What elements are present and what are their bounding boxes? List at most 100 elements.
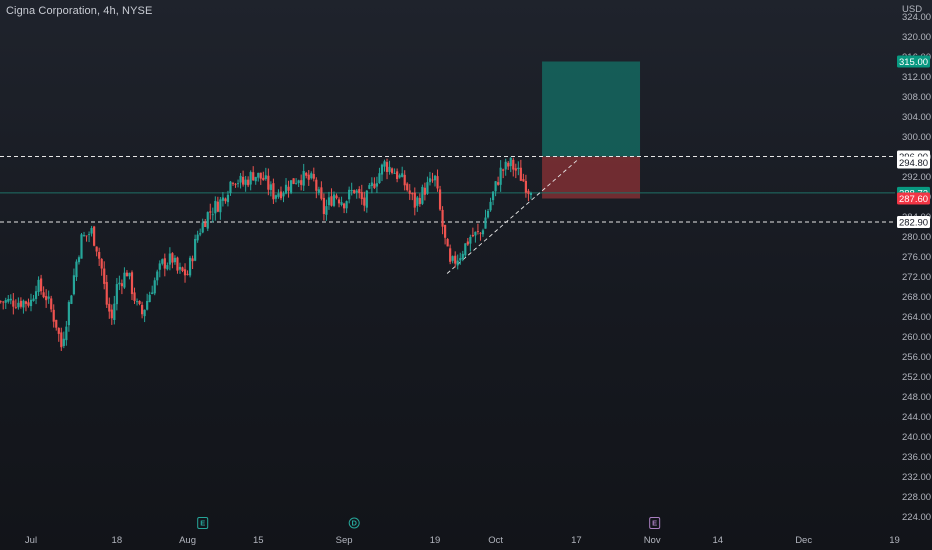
time-axis-label: Jul bbox=[25, 535, 37, 546]
time-axis-label: 19 bbox=[430, 535, 441, 546]
price-tick-label: 248.00 bbox=[902, 392, 931, 403]
loss-zone[interactable] bbox=[542, 156, 641, 199]
candle-body bbox=[17, 302, 20, 308]
time-axis-label: Dec bbox=[795, 535, 812, 546]
trendline[interactable] bbox=[446, 160, 578, 274]
candle-body bbox=[360, 192, 363, 200]
candle-body bbox=[72, 275, 76, 295]
candle-body bbox=[231, 183, 235, 184]
profit-zone[interactable] bbox=[542, 61, 641, 157]
candle-body bbox=[454, 255, 457, 264]
candle-body bbox=[413, 192, 416, 208]
candle-body bbox=[19, 300, 22, 307]
candle-body bbox=[100, 259, 103, 269]
candle-body bbox=[70, 295, 73, 304]
candle-body bbox=[103, 268, 106, 284]
candle-body bbox=[269, 184, 272, 191]
candle-body bbox=[373, 183, 376, 188]
earnings-event-icon[interactable]: E bbox=[197, 517, 209, 529]
price-tag: 294.80 bbox=[897, 156, 930, 169]
candle-body bbox=[22, 300, 25, 308]
candle-body bbox=[244, 179, 247, 185]
candle-body bbox=[108, 303, 111, 312]
candle-body bbox=[272, 183, 275, 200]
price-tick-label: 300.00 bbox=[902, 132, 931, 143]
candle-body bbox=[305, 172, 308, 176]
candle-body bbox=[489, 201, 492, 211]
price-tick-label: 252.00 bbox=[902, 372, 931, 383]
price-tag: 282.90 bbox=[897, 216, 930, 228]
event-marker-letter: D bbox=[351, 519, 357, 528]
candle-body bbox=[375, 183, 379, 187]
candle-body bbox=[151, 292, 154, 294]
candle-body bbox=[428, 178, 432, 183]
candle-body bbox=[12, 300, 15, 307]
candle-body bbox=[82, 235, 86, 237]
candle-body bbox=[14, 306, 17, 308]
candle-body bbox=[486, 210, 490, 218]
candle-body bbox=[449, 248, 452, 262]
candle-body bbox=[337, 199, 341, 204]
candle-body bbox=[385, 162, 389, 172]
candle-body bbox=[474, 231, 477, 236]
price-axis[interactable]: USD324.00320.00316.00312.00308.00304.003… bbox=[902, 4, 931, 523]
candle-body bbox=[186, 273, 189, 275]
candle-body bbox=[29, 299, 33, 307]
price-tick-label: 320.00 bbox=[902, 32, 931, 43]
candle-body bbox=[421, 186, 424, 204]
candle-body bbox=[300, 180, 303, 185]
candle-body bbox=[438, 189, 442, 210]
price-tag-label: 282.90 bbox=[899, 217, 928, 228]
price-tick-label: 264.00 bbox=[902, 312, 931, 323]
candle-body bbox=[509, 157, 512, 167]
candle-body bbox=[388, 166, 391, 172]
candle-body bbox=[368, 185, 371, 189]
price-tick-label: 260.00 bbox=[902, 332, 931, 343]
candle-body bbox=[226, 194, 230, 203]
candle-body bbox=[249, 172, 252, 185]
candle-body bbox=[24, 301, 28, 304]
candle-body bbox=[403, 174, 406, 186]
candle-body bbox=[55, 319, 58, 328]
time-axis[interactable]: Jul 18 Aug 15 Sep 19 Oct 17 Nov 14 Dec 19 bbox=[25, 535, 900, 546]
candle-body bbox=[431, 179, 434, 181]
candle-body bbox=[224, 198, 227, 202]
candle-body bbox=[446, 239, 449, 247]
candle-body bbox=[252, 172, 255, 181]
candle-body bbox=[529, 192, 533, 195]
candle-body bbox=[32, 298, 35, 301]
earnings-event-icon[interactable]: E bbox=[649, 517, 661, 529]
candle-body bbox=[517, 167, 520, 170]
candle-body bbox=[307, 174, 310, 180]
candle-body bbox=[350, 190, 353, 192]
candle-body bbox=[527, 190, 530, 194]
candle-body bbox=[4, 300, 7, 303]
candle-body bbox=[9, 298, 12, 301]
candle-body bbox=[289, 180, 293, 193]
candle-body bbox=[519, 167, 522, 181]
candle-body bbox=[188, 257, 192, 276]
candle-body bbox=[204, 222, 207, 227]
candle-body bbox=[80, 234, 83, 259]
dividend-event-icon[interactable]: D bbox=[348, 517, 360, 529]
candle-body bbox=[512, 159, 515, 170]
candle-body bbox=[267, 175, 270, 190]
candle-body bbox=[484, 217, 487, 229]
price-tick-label: 224.00 bbox=[902, 512, 931, 523]
price-tick-label: 256.00 bbox=[902, 352, 931, 363]
price-tick-label: 244.00 bbox=[902, 412, 931, 423]
candle-body bbox=[436, 176, 439, 189]
candle-body bbox=[451, 256, 454, 261]
candle-body bbox=[138, 300, 141, 304]
candle-body bbox=[115, 284, 118, 305]
candle-body bbox=[325, 206, 328, 215]
symbol-title[interactable]: Cigna Corporation, 4h, NYSE bbox=[6, 5, 153, 17]
candle-body bbox=[469, 236, 472, 244]
candle-body bbox=[161, 259, 164, 264]
price-tick-label: 280.00 bbox=[902, 232, 931, 243]
candle-body bbox=[507, 162, 510, 167]
candles-layer bbox=[0, 156, 533, 351]
